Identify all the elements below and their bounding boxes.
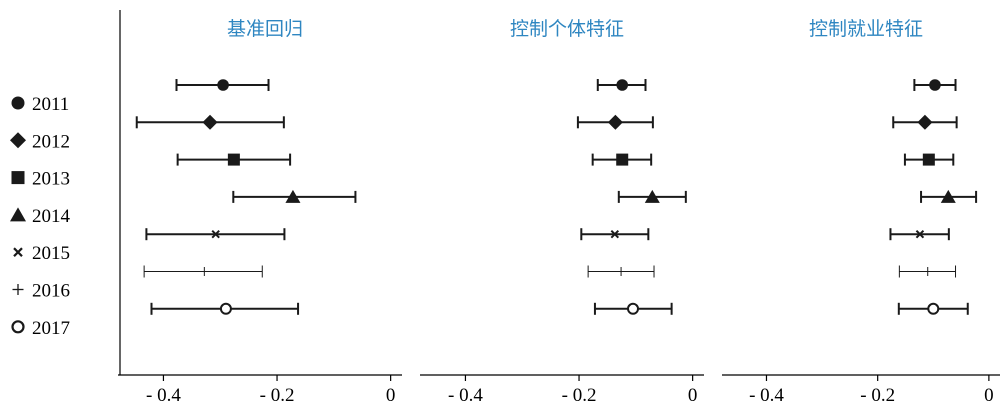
estimate-2014	[617, 189, 687, 203]
point-filled-square	[616, 153, 629, 166]
year-legend: 2011 2012 2013 2014 2015 2016 2017	[10, 94, 71, 339]
x-tick-label: - 0.2	[860, 385, 895, 406]
point-cross	[211, 229, 220, 239]
panel-title: 控制就业特征	[809, 18, 923, 40]
point-cross	[915, 229, 925, 239]
point-filled-diamond	[607, 114, 623, 130]
point-filled-circle	[217, 79, 229, 91]
panel-employment-controls: 控制就业特征 - 0.4 - 0.2 0	[722, 18, 1000, 406]
x-tick-label: - 0.4	[749, 385, 784, 406]
open-circle-icon	[11, 320, 25, 334]
estimate-2011	[596, 79, 647, 91]
legend-label-2013: 2013	[32, 169, 70, 190]
legend-label-2014: 2014	[32, 206, 71, 227]
legend-label-2016: 2016	[32, 281, 70, 302]
estimate-2014	[920, 189, 978, 203]
estimate-2012	[576, 114, 654, 130]
estimate-2015	[889, 228, 950, 241]
estimate-2013	[176, 153, 292, 166]
legend-label-2017: 2017	[32, 318, 70, 339]
estimate-2017	[593, 302, 673, 315]
filled-square-icon	[11, 171, 25, 185]
point-filled-diamond	[917, 114, 933, 130]
estimate-2011	[913, 79, 957, 91]
estimate-2017	[150, 302, 300, 315]
x-tick-label: 0	[688, 385, 698, 406]
legend-item-2013: 2013	[11, 169, 70, 190]
plus-icon	[12, 284, 24, 295]
estimate-2014	[232, 189, 357, 203]
point-filled-triangle	[644, 189, 660, 203]
estimate-2016	[898, 265, 957, 278]
estimate-2015	[145, 228, 286, 241]
point-filled-triangle	[285, 189, 301, 203]
estimate-2012	[135, 114, 285, 130]
panel-title: 基准回归	[227, 18, 303, 40]
x-tick-label: - 0.4	[448, 385, 483, 406]
point-filled-triangle	[940, 189, 956, 203]
panel-individual-controls: 控制个体特征 - 0.4 - 0.2 0	[420, 18, 704, 406]
legend-item-2016: 2016	[12, 281, 70, 302]
point-cross	[610, 229, 620, 239]
legend-item-2011: 2011	[11, 94, 69, 115]
estimate-2017	[897, 302, 969, 315]
x-tick-label: 0	[984, 385, 994, 406]
cross-icon	[13, 247, 23, 257]
legend-item-2017: 2017	[11, 318, 70, 339]
legend-item-2014: 2014	[10, 206, 71, 227]
point-filled-circle	[929, 79, 941, 91]
point-filled-circle	[616, 79, 629, 91]
point-filled-square	[922, 153, 935, 166]
estimate-2016	[587, 265, 655, 278]
filled-diamond-icon	[10, 132, 26, 149]
point-open-circle	[927, 302, 940, 315]
panel-baseline: 基准回归 - 0.4 - 0.2 0	[118, 18, 402, 406]
estimate-2013	[903, 153, 955, 166]
estimate-2016	[143, 265, 263, 278]
legend-label-2012: 2012	[32, 131, 70, 152]
filled-triangle-icon	[10, 207, 26, 222]
estimate-2011	[175, 79, 270, 91]
point-filled-square	[227, 153, 240, 166]
legend-item-2015: 2015	[13, 243, 70, 264]
panel-title: 控制个体特征	[510, 18, 624, 40]
point-filled-diamond	[202, 114, 218, 130]
estimate-2015	[580, 228, 650, 241]
x-tick-label: - 0.4	[146, 385, 181, 406]
x-tick-label: - 0.2	[562, 385, 597, 406]
x-tick-label: 0	[386, 385, 396, 406]
point-open-circle	[627, 302, 639, 315]
legend-label-2011: 2011	[32, 94, 69, 115]
legend-label-2015: 2015	[32, 243, 70, 264]
point-open-circle	[219, 302, 232, 315]
legend-item-2012: 2012	[10, 131, 70, 152]
filled-circle-icon	[11, 96, 25, 110]
estimate-2013	[591, 153, 653, 166]
estimate-2012	[892, 114, 958, 130]
x-tick-label: - 0.2	[260, 385, 295, 406]
